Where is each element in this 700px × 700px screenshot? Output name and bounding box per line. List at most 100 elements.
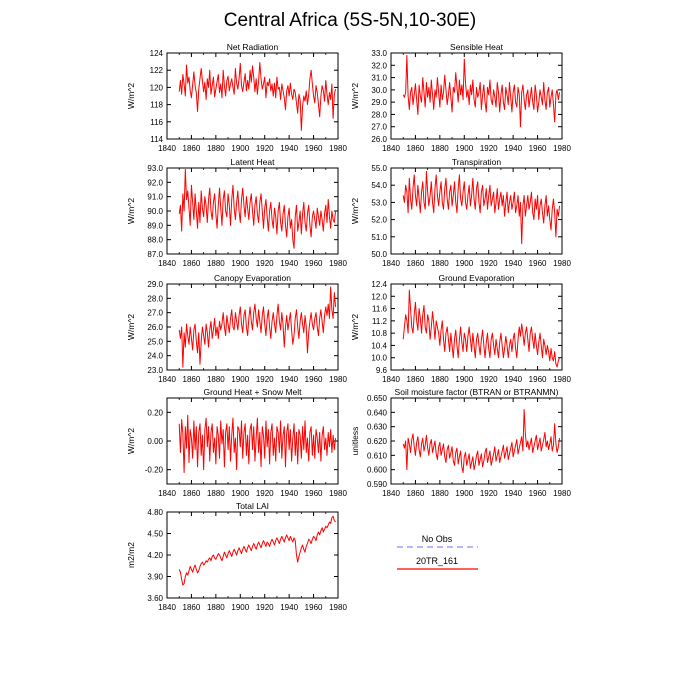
panel-5-ytick-label: 9.6 bbox=[376, 366, 388, 375]
panel-2-ytick-label: 88.0 bbox=[147, 236, 163, 245]
panel-4-xtick-label: 1880 bbox=[207, 375, 225, 384]
panel-4-xtick-label: 1940 bbox=[280, 375, 298, 384]
panel-5-xtick-label: 1840 bbox=[382, 375, 400, 384]
panel-2-title: Latent Heat bbox=[231, 157, 276, 167]
panel-8-xtick-label: 1900 bbox=[231, 603, 249, 612]
panel-6-title: Ground Heat + Snow Melt bbox=[203, 387, 302, 397]
panel-4-xtick-label: 1900 bbox=[231, 375, 249, 384]
panel-1-xtick-label: 1940 bbox=[504, 144, 522, 153]
panel-3-ytick-label: 50.0 bbox=[371, 250, 387, 259]
panel-0-ytick-label: 124 bbox=[150, 49, 164, 58]
panel-6-ytick-label: -0.20 bbox=[145, 466, 164, 475]
panel-2-xtick-label: 1940 bbox=[280, 259, 298, 268]
panel-4-ytick-label: 23.0 bbox=[147, 366, 163, 375]
panel-2-xtick-label: 1900 bbox=[231, 259, 249, 268]
legend-label-0: No Obs bbox=[422, 534, 453, 544]
panel-8-xtick-label: 1960 bbox=[305, 603, 323, 612]
panel-2-xtick-label: 1920 bbox=[256, 259, 274, 268]
panel-7-xtick-label: 1840 bbox=[382, 489, 400, 498]
panel-3-series-line-0 bbox=[402, 170, 561, 245]
panel-5-xtick-label: 1880 bbox=[431, 375, 449, 384]
panel-3-ytick-label: 55.0 bbox=[371, 164, 387, 173]
panel-1-xtick-label: 1880 bbox=[431, 144, 449, 153]
panel-0-ytick-label: 120 bbox=[150, 83, 164, 92]
panel-3-ytick-label: 54.0 bbox=[371, 181, 387, 190]
panel-1-xtick-label: 1960 bbox=[529, 144, 547, 153]
panel-6-ylabel: W/m^2 bbox=[126, 428, 136, 454]
panel-6-xtick-label: 1960 bbox=[305, 489, 323, 498]
panel-4-xtick-label: 1920 bbox=[256, 375, 274, 384]
panel-2-ytick-label: 89.0 bbox=[147, 221, 163, 230]
panel-1-ytick-label: 32.0 bbox=[371, 61, 387, 70]
panel-1-xtick-label: 1920 bbox=[480, 144, 498, 153]
panel-8-ytick-label: 3.90 bbox=[147, 573, 163, 582]
panel-6-ytick-label: 0.00 bbox=[147, 437, 163, 446]
panel-5-ytick-label: 10.8 bbox=[371, 329, 387, 338]
panel-4-ytick-label: 26.0 bbox=[147, 323, 163, 332]
panel-4-ytick-label: 25.0 bbox=[147, 337, 163, 346]
panel-7-ytick-label: 0.650 bbox=[367, 394, 388, 403]
panel-5-title: Ground Evaporation bbox=[438, 273, 514, 283]
panel-0-xtick-label: 1840 bbox=[158, 144, 176, 153]
panel-3-ylabel: W/m^2 bbox=[350, 198, 360, 224]
panel-1-ytick-label: 28.0 bbox=[371, 110, 387, 119]
panel-8-xtick-label: 1980 bbox=[329, 603, 347, 612]
panel-1-ytick-label: 29.0 bbox=[371, 98, 387, 107]
panel-0-xtick-label: 1920 bbox=[256, 144, 274, 153]
panel-0-xtick-label: 1960 bbox=[305, 144, 323, 153]
panel-6-xtick-label: 1880 bbox=[207, 489, 225, 498]
panel-7-ytick-label: 0.600 bbox=[367, 466, 388, 475]
panel-1-ytick-label: 31.0 bbox=[371, 74, 387, 83]
panel-6-xtick-label: 1900 bbox=[231, 489, 249, 498]
panel-0-xtick-label: 1880 bbox=[207, 144, 225, 153]
panel-7-xtick-label: 1940 bbox=[504, 489, 522, 498]
panel-3-xtick-label: 1960 bbox=[529, 259, 547, 268]
panel-1-ytick-label: 30.0 bbox=[371, 86, 387, 95]
panel-1-ylabel: W/m^2 bbox=[350, 83, 360, 109]
panel-5-xtick-label: 1920 bbox=[480, 375, 498, 384]
panel-2-xtick-label: 1980 bbox=[329, 259, 347, 268]
panel-2-ytick-label: 93.0 bbox=[147, 164, 163, 173]
panel-0-ytick-label: 114 bbox=[150, 135, 163, 144]
panel-5-ytick-label: 10.0 bbox=[371, 354, 387, 363]
panel-8-xtick-label: 1920 bbox=[256, 603, 274, 612]
panel-7-ytick-label: 0.630 bbox=[367, 423, 388, 432]
panel-3-xtick-label: 1860 bbox=[407, 259, 425, 268]
panel-7-ytick-label: 0.590 bbox=[367, 480, 388, 489]
panel-0-xtick-label: 1980 bbox=[329, 144, 347, 153]
panel-4-ytick-label: 24.0 bbox=[147, 352, 163, 361]
panel-8-xtick-label: 1880 bbox=[207, 603, 225, 612]
panel-2-xtick-label: 1880 bbox=[207, 259, 225, 268]
panel-2-series-line-0 bbox=[178, 168, 337, 249]
panel-5-ylabel: W/m^2 bbox=[350, 314, 360, 340]
panel-5-xtick-label: 1940 bbox=[504, 375, 522, 384]
panel-1-ytick-label: 26.0 bbox=[371, 135, 387, 144]
panel-2-ytick-label: 91.0 bbox=[147, 193, 163, 202]
panel-0-ytick-label: 122 bbox=[150, 66, 164, 75]
panel-6-xtick-label: 1920 bbox=[256, 489, 274, 498]
panel-3-frame bbox=[390, 167, 563, 255]
panel-6-xtick-label: 1980 bbox=[329, 489, 347, 498]
panel-7-series-line-0 bbox=[402, 408, 561, 474]
panel-7-ytick-label: 0.610 bbox=[367, 451, 388, 460]
panel-4-xtick-label: 1860 bbox=[183, 375, 201, 384]
panel-6-series-line-0 bbox=[178, 414, 337, 474]
panel-7-title: Soil moisture factor (BTRAN or BTRANMN) bbox=[395, 387, 559, 397]
panel-0-ytick-label: 118 bbox=[150, 101, 163, 110]
panel-4-xtick-label: 1960 bbox=[305, 375, 323, 384]
panel-6-ytick-label: 0.20 bbox=[147, 408, 163, 417]
panel-8-title: Total LAI bbox=[236, 501, 269, 511]
panel-8-xtick-label: 1940 bbox=[280, 603, 298, 612]
panel-1-ytick-label: 33.0 bbox=[371, 49, 387, 58]
panel-3-xtick-label: 1900 bbox=[455, 259, 473, 268]
panel-7-ylabel: unitless bbox=[350, 427, 360, 456]
panel-0-ytick-label: 116 bbox=[150, 118, 163, 127]
panel-3-ytick-label: 51.0 bbox=[371, 233, 387, 242]
panel-5-xtick-label: 1860 bbox=[407, 375, 425, 384]
panel-3-xtick-label: 1920 bbox=[480, 259, 498, 268]
panel-4-ytick-label: 29.0 bbox=[147, 280, 163, 289]
panel-7-ytick-label: 0.640 bbox=[367, 408, 388, 417]
panel-8-ytick-label: 4.80 bbox=[147, 508, 163, 517]
panel-3-ytick-label: 53.0 bbox=[371, 198, 387, 207]
